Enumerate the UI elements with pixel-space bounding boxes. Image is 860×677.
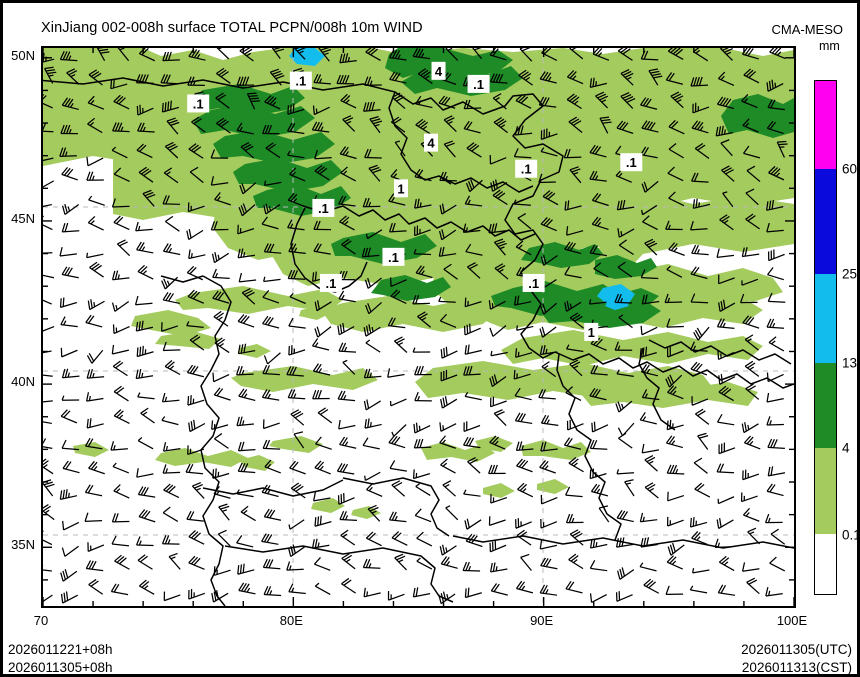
x-tick-70: 70 [33, 613, 49, 628]
colorbar[interactable] [814, 80, 837, 595]
x-tick-80E: 80E [279, 613, 303, 628]
footer-left: 2026011221+08h 2026011305+08h [8, 641, 113, 677]
colorbar-band-13-25 [815, 274, 836, 363]
colorbar-unit-label: mm [819, 39, 840, 53]
svg-text:.1: .1 [528, 276, 539, 291]
colorbar-tick-13: 13 [842, 355, 858, 371]
valid-time-cst: 2026011313(CST) [741, 660, 852, 675]
colorbar-tick-25: 25 [842, 266, 858, 282]
x-tick-90E: 90E [530, 613, 554, 628]
init-time-utc: 2026011221+08h [8, 642, 113, 657]
contour-labels-layer: .1 .1 4 .1 4 1 .1 .1 .1 .1 .1 .1 1 [187, 61, 643, 341]
colorbar-band-4-13 [815, 362, 836, 448]
svg-text:.1: .1 [626, 155, 637, 170]
colorbar-band-under-0.1 [815, 533, 836, 594]
x-tick-100E: 100E [776, 613, 808, 628]
init-time-cst: 2026011305+08h [8, 660, 113, 675]
svg-text:.1: .1 [295, 74, 306, 89]
svg-text:1: 1 [397, 181, 404, 196]
svg-text:.1: .1 [473, 77, 484, 92]
precip-band-13-25 [289, 48, 635, 310]
y-tick-40N: 40N [11, 374, 35, 390]
svg-text:.1: .1 [388, 250, 399, 265]
colorbar-tick-0p1: 0.1 [842, 527, 860, 543]
svg-text:1: 1 [588, 325, 595, 340]
colorbar-band-25-60 [815, 169, 836, 275]
svg-text:.1: .1 [318, 201, 329, 216]
svg-text:4: 4 [427, 136, 435, 151]
colorbar-tick-4: 4 [842, 440, 850, 456]
wind-barbs-layer [43, 48, 788, 605]
svg-text:.1: .1 [521, 162, 532, 177]
model-label: CMA-MESO [771, 22, 844, 37]
svg-text:4: 4 [435, 64, 443, 79]
footer-right: 2026011305(UTC) 2026011313(CST) [741, 641, 852, 677]
y-tick-45N: 45N [11, 210, 35, 226]
svg-text:.1: .1 [193, 96, 204, 111]
y-tick-35N: 35N [11, 537, 35, 553]
map-canvas: .1 .1 4 .1 4 1 .1 .1 .1 .1 .1 .1 1 [43, 48, 794, 606]
y-tick-50N: 50N [11, 47, 35, 63]
svg-text:.1: .1 [325, 276, 336, 291]
map-plot-area[interactable]: .1 .1 4 .1 4 1 .1 .1 .1 .1 .1 .1 1 [41, 46, 796, 608]
colorbar-band-0.1-4 [815, 447, 836, 534]
valid-time-utc: 2026011305(UTC) [741, 642, 852, 657]
page-title: XinJiang 002-008h surface TOTAL PCPN/008… [41, 20, 423, 36]
colorbar-tick-60: 60 [842, 161, 858, 177]
colorbar-band-over-60 [815, 81, 836, 170]
graticule [43, 48, 794, 606]
